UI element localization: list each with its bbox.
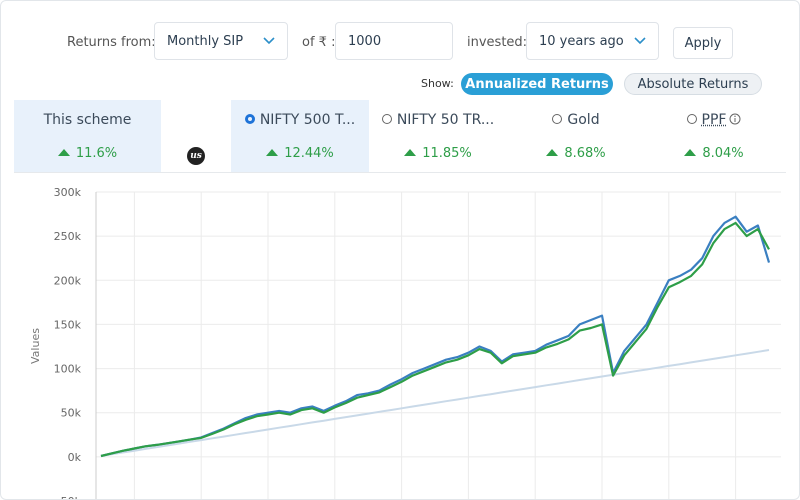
benchmark-column[interactable]: Gold 8.68% (507, 100, 645, 172)
y-tick-label: -50k (57, 495, 82, 499)
plan-dropdown[interactable]: Monthly SIP (154, 22, 288, 60)
series-line (100, 221, 770, 458)
column-text: NIFTY 500 T... (259, 112, 356, 128)
return-value: 11.6% (14, 146, 161, 161)
column-name: This scheme (43, 112, 132, 128)
divider (14, 172, 786, 173)
return-text: 11.85% (422, 146, 472, 161)
column-text: Gold (567, 112, 600, 128)
return-text: 8.68% (564, 146, 606, 161)
return-value: 8.68% (507, 146, 645, 161)
toggle-active[interactable]: Annualized Returns (461, 73, 613, 95)
column-name: NIFTY 500 T... (231, 112, 369, 128)
y-tick-label: 100k (54, 363, 82, 376)
y-axis-title: Values (29, 328, 42, 364)
icon-column: us (161, 100, 231, 172)
y-tick-label: 250k (54, 230, 82, 243)
button-text: Apply (684, 35, 722, 51)
chevron (263, 37, 275, 45)
label: of ₹ : (302, 35, 336, 50)
column-name: Gold (507, 112, 645, 128)
dropdown-text: Monthly SIP (167, 33, 244, 49)
column-text: NIFTY 50 TR... (396, 112, 495, 128)
return-text: 8.04% (702, 146, 744, 161)
y-tick-label: 0k (68, 451, 82, 464)
column-name: NIFTY 50 TR... (369, 112, 507, 128)
series-line (100, 349, 770, 457)
benchmark-column[interactable]: PPF 8.04% (645, 100, 783, 172)
scheme-column: This scheme 11.6% (14, 100, 161, 172)
period-dropdown[interactable]: 10 years ago (526, 22, 659, 60)
info-icon (729, 113, 741, 125)
toggle[interactable]: Absolute Returns (624, 73, 762, 95)
column-text: PPF (701, 112, 727, 128)
benchmark-column[interactable]: NIFTY 50 TR... 11.85% (369, 100, 507, 172)
column-name: PPF (645, 112, 783, 128)
chart: Values -50k 0k 50k 100k 150k 200k 250k 300k (29, 186, 781, 499)
return-text: 12.44% (284, 146, 334, 161)
label: invested: (467, 35, 528, 50)
y-tick-label: 150k (54, 318, 82, 331)
us-icon: us (187, 147, 205, 165)
y-tick-label: 200k (54, 274, 82, 287)
label: Returns from: (67, 35, 156, 50)
dropdown-text: 10 years ago (539, 33, 624, 49)
input-text: 1000 (348, 33, 382, 49)
amount-input[interactable]: 1000 (335, 22, 453, 60)
y-tick-label: 50k (61, 407, 82, 420)
return-value: 11.85% (369, 146, 507, 161)
return-text: 11.6% (75, 146, 118, 161)
y-tick-label: 300k (54, 186, 82, 199)
benchmark-column[interactable]: NIFTY 500 T... 12.44% (231, 100, 369, 172)
return-value: 8.04% (645, 146, 783, 161)
return-value: 12.44% (231, 146, 369, 161)
chevron (634, 37, 646, 45)
apply-button[interactable]: Apply (673, 27, 733, 59)
label: Show: (421, 77, 454, 90)
